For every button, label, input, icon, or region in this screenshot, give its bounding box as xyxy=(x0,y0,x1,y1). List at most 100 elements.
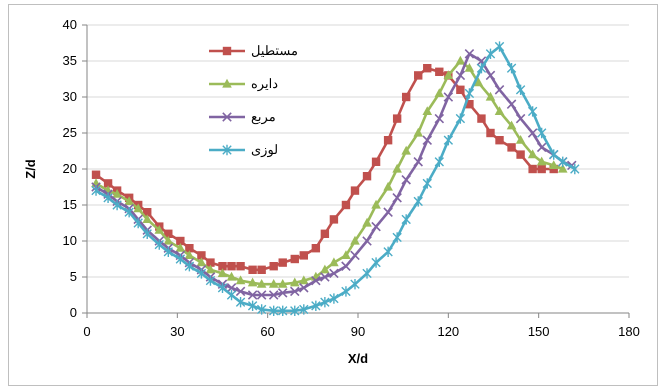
data-point xyxy=(435,67,444,76)
data-point xyxy=(392,163,402,173)
data-point xyxy=(507,143,516,152)
data-point xyxy=(455,70,466,81)
data-point xyxy=(473,77,484,87)
y-axis-title: Z/d xyxy=(23,159,38,179)
data-point xyxy=(290,254,299,264)
data-point xyxy=(143,208,152,217)
data-point xyxy=(341,250,351,259)
legend: مستطیل دایره مربع لوزی xyxy=(209,43,298,158)
data-point xyxy=(371,257,381,268)
x-tick-label: 120 xyxy=(437,324,459,339)
data-point xyxy=(383,207,393,217)
data-point xyxy=(422,178,432,189)
data-point xyxy=(350,235,360,245)
data-point xyxy=(175,253,186,265)
data-point xyxy=(91,170,101,179)
legend-marker xyxy=(222,144,232,156)
data-point xyxy=(383,246,393,257)
data-point xyxy=(506,63,517,74)
data-point xyxy=(247,300,258,311)
data-point xyxy=(464,49,475,59)
data-point xyxy=(124,207,134,218)
data-point xyxy=(184,261,195,272)
data-point xyxy=(247,277,258,287)
data-point xyxy=(495,136,504,145)
legend-label: دایره xyxy=(251,76,278,92)
data-point xyxy=(235,286,246,297)
data-point xyxy=(256,279,267,288)
data-point xyxy=(163,235,174,245)
data-point xyxy=(537,164,546,174)
data-point xyxy=(392,114,402,123)
series-layer xyxy=(91,41,580,317)
data-point xyxy=(268,290,279,300)
data-point xyxy=(268,279,279,288)
legend-entry-2: مربع xyxy=(209,109,276,125)
data-point xyxy=(163,246,173,257)
series-3 xyxy=(91,41,580,317)
data-point xyxy=(269,262,278,271)
data-point xyxy=(91,185,101,196)
data-point xyxy=(516,150,525,159)
data-point xyxy=(434,156,444,167)
data-point xyxy=(362,268,372,279)
data-point xyxy=(320,264,330,274)
data-point xyxy=(235,297,246,308)
data-point xyxy=(401,92,411,102)
data-point xyxy=(423,64,432,73)
y-tick-label: 0 xyxy=(70,305,77,320)
legend-label: لوزی xyxy=(251,142,278,158)
data-point xyxy=(142,228,152,239)
y-tick-label: 25 xyxy=(63,125,77,140)
data-point xyxy=(362,172,372,181)
data-point xyxy=(434,88,445,97)
legend-entry-3: لوزی xyxy=(209,142,278,158)
data-point xyxy=(548,160,559,169)
data-point xyxy=(401,175,411,185)
data-point xyxy=(290,305,300,317)
data-point xyxy=(112,189,122,198)
data-point xyxy=(154,239,164,250)
legend-marker xyxy=(222,78,232,88)
legend-label: مربع xyxy=(251,109,276,125)
data-point xyxy=(422,106,433,115)
series-0 xyxy=(91,64,558,274)
data-point xyxy=(464,63,475,72)
data-point xyxy=(485,70,496,81)
data-point xyxy=(320,297,330,308)
y-tick-label: 35 xyxy=(63,53,77,68)
data-point xyxy=(124,196,134,205)
data-point xyxy=(184,250,195,259)
data-point xyxy=(443,70,454,79)
data-point xyxy=(570,163,580,175)
legend-marker xyxy=(222,46,232,56)
data-point xyxy=(477,114,486,123)
data-point xyxy=(515,113,526,124)
data-point xyxy=(206,258,215,267)
data-point xyxy=(413,196,423,207)
data-point xyxy=(413,127,424,137)
data-point xyxy=(290,286,300,297)
data-point xyxy=(413,157,423,167)
x-tick-label: 150 xyxy=(528,324,550,339)
data-point xyxy=(536,127,547,139)
y-tick-label: 10 xyxy=(63,233,77,248)
x-tick-label: 90 xyxy=(351,324,365,339)
data-point xyxy=(320,272,330,282)
data-point xyxy=(311,275,321,286)
data-point xyxy=(277,288,288,298)
x-tick-label: 0 xyxy=(83,324,90,339)
data-point xyxy=(133,203,143,213)
data-point xyxy=(401,214,411,225)
data-point xyxy=(103,192,113,203)
data-point xyxy=(196,268,207,279)
data-point xyxy=(299,283,309,293)
data-point xyxy=(217,282,228,293)
data-point xyxy=(329,293,339,304)
data-point xyxy=(443,135,454,146)
data-point xyxy=(311,300,321,311)
data-point xyxy=(329,268,339,279)
data-point xyxy=(256,304,267,315)
data-point xyxy=(341,200,351,210)
data-point xyxy=(176,236,185,246)
